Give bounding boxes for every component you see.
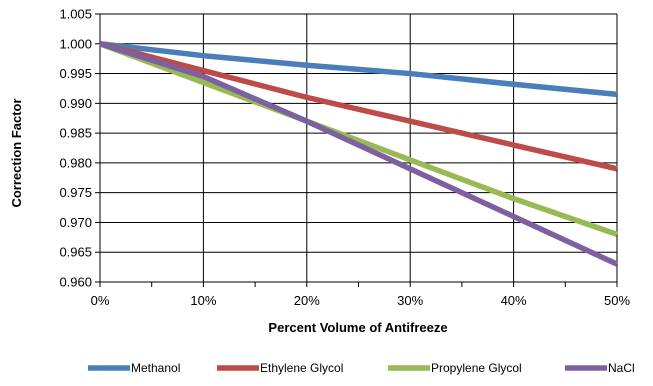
x-axis-title: Percent Volume of Antifreeze (268, 320, 447, 335)
series-line-nacl (99, 41, 619, 267)
legend-item-ethylene-glycol: Ethylene Glycol (217, 361, 343, 375)
grid (99, 13, 618, 283)
y-tick-label: 1.005 (59, 7, 92, 22)
series-line-ethylene-glycol (99, 41, 618, 172)
y-tick-label: 0.995 (59, 66, 92, 81)
x-tick-label: 30% (397, 293, 423, 308)
series-lines (99, 41, 619, 267)
legend-label: NaCl (608, 361, 635, 375)
y-tick-label: 0.965 (59, 245, 92, 260)
series-line-propylene-glycol (99, 41, 618, 237)
y-tick-label: 0.975 (59, 185, 92, 200)
legend-label: Methanol (131, 361, 180, 375)
y-tick-label: 0.980 (59, 155, 92, 170)
x-axis-ticks: 0% 10% 20% 30% 40% 50% (91, 282, 630, 308)
legend: Methanol Ethylene Glycol Propylene Glycol N… (88, 361, 635, 375)
y-tick-label: 0.990 (59, 96, 92, 111)
y-axis-ticks: 0.960 0.965 0.970 0.975 0.980 0.985 0.990 0.995… (59, 7, 100, 290)
x-tick-label: 50% (604, 293, 630, 308)
legend-label: Propylene Glycol (431, 361, 522, 375)
legend-item-methanol: Methanol (88, 361, 180, 375)
series-line-methanol (99, 41, 618, 98)
y-tick-label: 0.960 (59, 275, 92, 290)
y-tick-label: 0.970 (59, 215, 92, 230)
legend-item-propylene-glycol: Propylene Glycol (388, 361, 522, 375)
legend-label: Ethylene Glycol (260, 361, 343, 375)
y-axis-title: Correction Factor (9, 98, 24, 207)
x-tick-label: 10% (190, 293, 216, 308)
y-tick-label: 1.000 (59, 36, 92, 51)
y-tick-label: 0.985 (59, 126, 92, 141)
x-tick-label: 0% (91, 293, 110, 308)
x-tick-label: 40% (501, 293, 527, 308)
x-tick-label: 20% (294, 293, 320, 308)
legend-item-nacl: NaCl (565, 361, 635, 375)
